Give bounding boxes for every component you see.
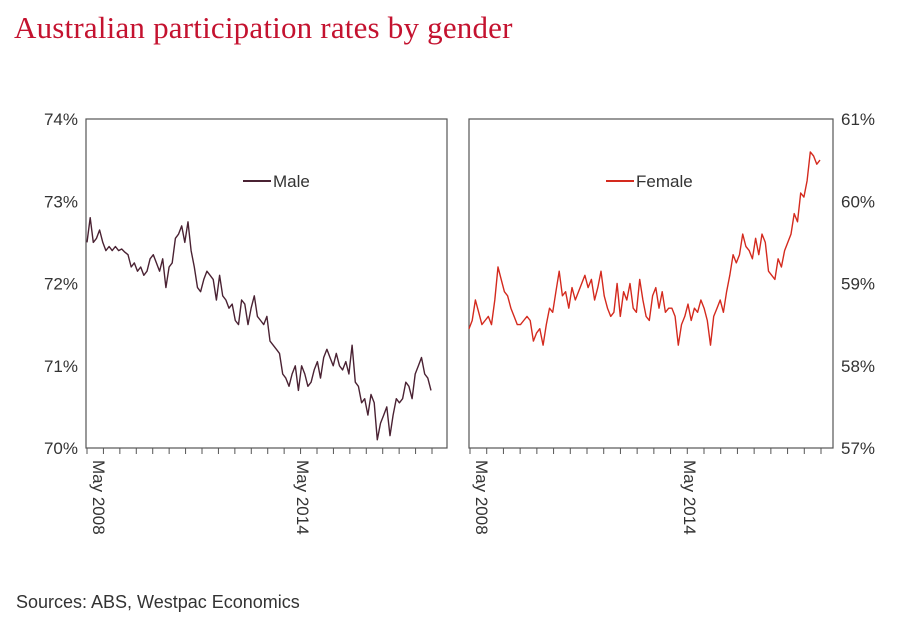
female-y-tick-label: 61% <box>841 110 875 129</box>
female-x-tick-label: May 2014 <box>680 460 699 535</box>
male-y-tick-label: 72% <box>44 275 78 294</box>
male-y-tick-label: 74% <box>44 110 78 129</box>
female-y-tick-label: 58% <box>841 357 875 376</box>
source-note: Sources: ABS, Westpac Economics <box>16 592 300 612</box>
male-y-tick-label: 71% <box>44 357 78 376</box>
male-x-tick-label: May 2008 <box>89 460 108 535</box>
female-series-line <box>468 151 821 346</box>
male-y-tick-label: 70% <box>44 439 78 458</box>
male-plot-frame <box>85 118 448 449</box>
female-legend-label: Female <box>636 172 693 191</box>
male-legend-label: Male <box>273 172 310 191</box>
male-x-tick-label: May 2014 <box>293 460 312 535</box>
female-x-tick-label: May 2008 <box>472 460 491 535</box>
female-axis-ticks: 57% 58% 59% 60% 61% May 2008 May 2014 <box>469 110 875 535</box>
male-axis-ticks: 70% 71% 72% 73% 74% May 2008 May 2014 <box>44 110 433 535</box>
female-y-tick-label: 57% <box>841 439 875 458</box>
male-y-tick-label: 73% <box>44 192 78 211</box>
female-chart-panel: 57% 58% 59% 60% 61% May 2008 May 2014 Female <box>468 110 875 535</box>
female-plot-frame <box>468 118 834 449</box>
female-y-tick-label: 60% <box>841 192 875 211</box>
male-chart-panel: 70% 71% 72% 73% 74% May 2008 May 2014 Male <box>44 110 448 535</box>
female-y-tick-label: 59% <box>841 275 875 294</box>
chart-title: Australian participation rates by gender <box>14 10 513 45</box>
male-series-line <box>86 216 432 441</box>
